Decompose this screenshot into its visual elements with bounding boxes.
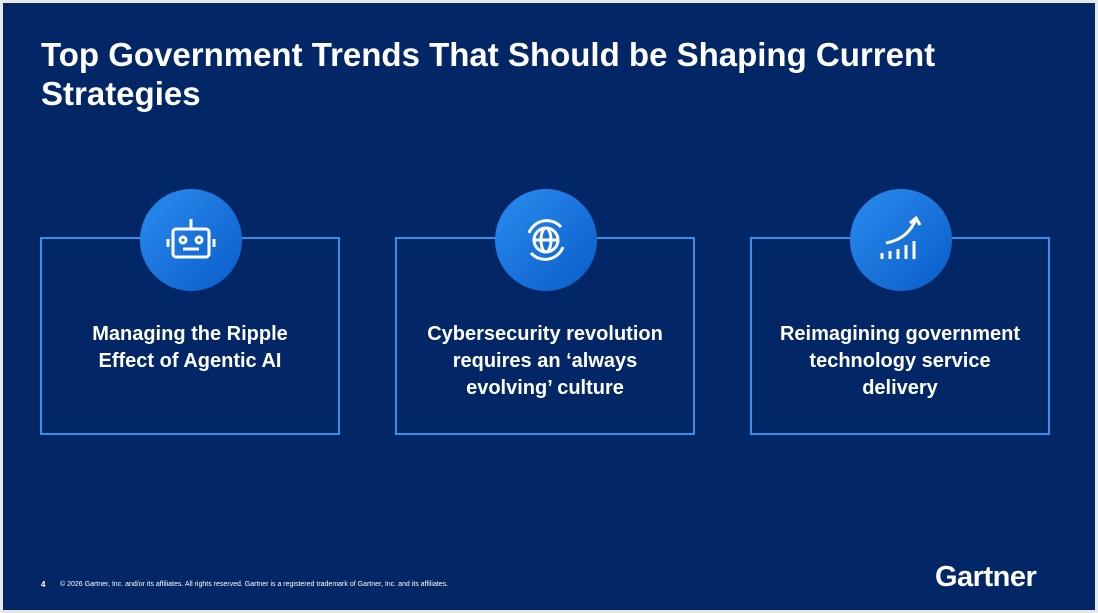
card: Cybersecurity revolution requires an ‘al… <box>395 189 695 435</box>
globe-icon <box>495 189 597 291</box>
card-text: Reimagining government technology servic… <box>779 323 1021 399</box>
slide: Top Government Trends That Should be Sha… <box>3 3 1095 610</box>
slide-title: Top Government Trends That Should be Sha… <box>41 36 936 112</box>
card-text: Managing the Ripple Effect of Agentic AI <box>92 323 288 372</box>
robot-icon <box>140 189 242 291</box>
card: Reimagining government technology servic… <box>750 189 1050 435</box>
growth-icon <box>850 189 952 291</box>
logo: Gartner <box>935 561 1037 593</box>
card: Managing the Ripple Effect of Agentic AI <box>40 189 340 435</box>
page-number: 4 <box>41 580 46 589</box>
copyright: © 2026 Gartner, Inc. and/or its affiliat… <box>60 581 449 588</box>
card-text: Cybersecurity revolution requires an ‘al… <box>427 323 663 399</box>
